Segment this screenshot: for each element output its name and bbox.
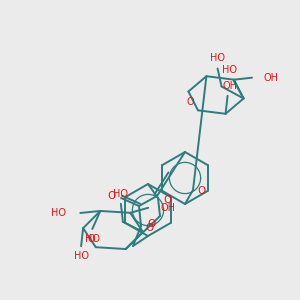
Text: O: O (197, 186, 205, 196)
Text: O: O (148, 219, 156, 229)
Text: O: O (186, 97, 194, 107)
Text: OH: OH (160, 203, 175, 213)
Text: O: O (163, 195, 171, 205)
Text: OH: OH (264, 73, 279, 83)
Text: HO: HO (222, 65, 237, 76)
Text: HO: HO (85, 234, 100, 244)
Text: HO: HO (113, 189, 128, 199)
Text: HO: HO (210, 53, 225, 64)
Text: OH: OH (222, 81, 237, 91)
Text: HO: HO (51, 208, 66, 218)
Text: HO: HO (74, 251, 88, 261)
Text: O: O (108, 191, 116, 201)
Text: O: O (88, 234, 95, 244)
Text: O: O (146, 223, 154, 233)
